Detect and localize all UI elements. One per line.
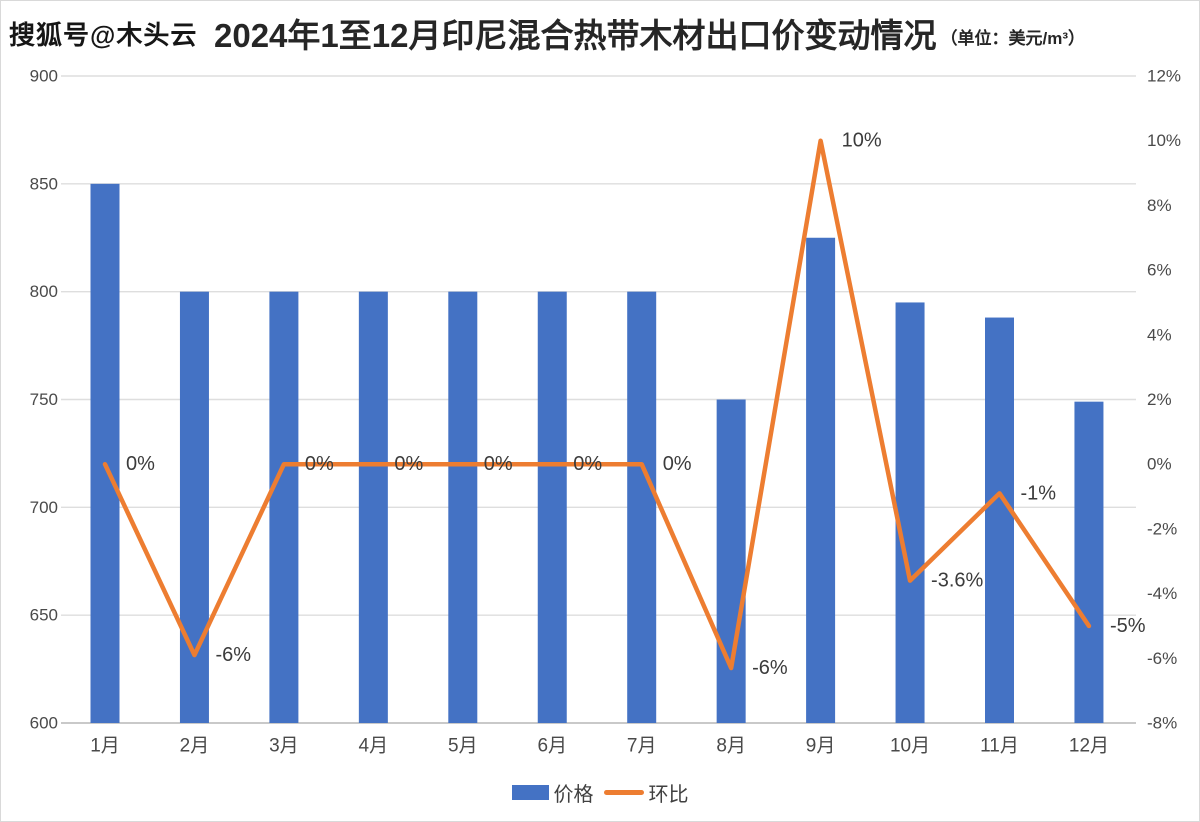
bar-7月	[627, 291, 657, 723]
bar-5月	[448, 291, 478, 723]
page-title: 2024年1至12月印尼混合热带木材出口价变动情况 （单位：美元/m³）	[214, 9, 1085, 57]
left-axis-tick: 750	[30, 390, 58, 409]
right-axis-tick: 8%	[1147, 196, 1172, 215]
right-axis-tick: -8%	[1147, 714, 1177, 733]
x-axis-label-6月: 6月	[537, 736, 567, 757]
bar-3月	[269, 291, 299, 723]
bar-11月	[985, 317, 1014, 723]
right-axis-tick: 0%	[1147, 455, 1172, 474]
right-axis-tick: -2%	[1147, 519, 1177, 538]
bar-2月	[179, 291, 209, 723]
x-axis-label-11月: 11月	[980, 736, 1019, 757]
right-axis-tick: 4%	[1147, 325, 1172, 344]
line-mom	[102, 138, 1092, 671]
bar-4月	[358, 291, 388, 723]
data-label-8月: -6%	[752, 657, 788, 679]
right-axis-tick: 6%	[1147, 261, 1172, 280]
data-label-7月: 0%	[663, 453, 692, 475]
x-axis-label-9月: 9月	[806, 736, 836, 757]
x-axis-label-10月: 10月	[890, 736, 930, 757]
chart-unit: （单位：美元/m³）	[940, 28, 1085, 48]
data-label-2月: -6%	[215, 644, 251, 666]
data-label-9月: 10%	[842, 130, 882, 152]
right-axis-tick: 10%	[1147, 131, 1181, 150]
data-label-5月: 0%	[484, 453, 513, 475]
bar-8月	[716, 399, 746, 723]
x-axis-label-1月: 1月	[90, 736, 120, 757]
x-axis-label-4月: 4月	[359, 736, 389, 757]
x-axis-label-12月: 12月	[1069, 736, 1109, 757]
left-axis-tick: 800	[30, 282, 58, 301]
left-axis-tick: 900	[30, 67, 58, 86]
price-legend-swatch	[511, 785, 549, 800]
mom-legend-swatch	[603, 790, 644, 795]
data-label-1月: 0%	[126, 453, 155, 475]
left-axis-tick: 600	[30, 714, 58, 733]
x-axis-label-2月: 2月	[180, 736, 210, 757]
x-axis-label-3月: 3月	[269, 736, 299, 757]
data-label-3月: 0%	[305, 453, 334, 475]
bar-9月	[806, 237, 836, 723]
bar-12月	[1074, 401, 1104, 723]
watermark: 搜狐号@木头云	[9, 20, 198, 50]
price-legend-label: 价格	[553, 784, 594, 806]
x-axis-label-7月: 7月	[627, 736, 657, 757]
right-axis-tick: -4%	[1147, 584, 1177, 603]
mom-legend-label: 环比	[648, 784, 689, 806]
right-axis-tick: -6%	[1147, 649, 1177, 668]
left-axis-tick: 700	[30, 498, 58, 517]
data-label-12月: -5%	[1110, 615, 1146, 637]
right-axis-tick: 12%	[1147, 67, 1181, 86]
bar-1月	[90, 183, 120, 724]
data-label-11月: -1%	[1021, 482, 1057, 504]
left-axis-tick: 850	[30, 174, 58, 193]
bar-6月	[537, 291, 567, 723]
data-label-6月: 0%	[573, 453, 602, 475]
x-axis-label-5月: 5月	[448, 736, 478, 757]
chart-title: 2024年1至12月印尼混合热带木材出口价变动情况	[214, 17, 937, 54]
data-label-10月: -3.6%	[931, 570, 983, 592]
left-axis-tick: 650	[30, 606, 58, 625]
chart-legend: 价格 环比	[1, 778, 1199, 807]
x-axis-label-8月: 8月	[716, 736, 746, 757]
bar-10月	[895, 302, 925, 723]
right-axis-tick: 2%	[1147, 390, 1172, 409]
data-label-4月: 0%	[394, 453, 423, 475]
